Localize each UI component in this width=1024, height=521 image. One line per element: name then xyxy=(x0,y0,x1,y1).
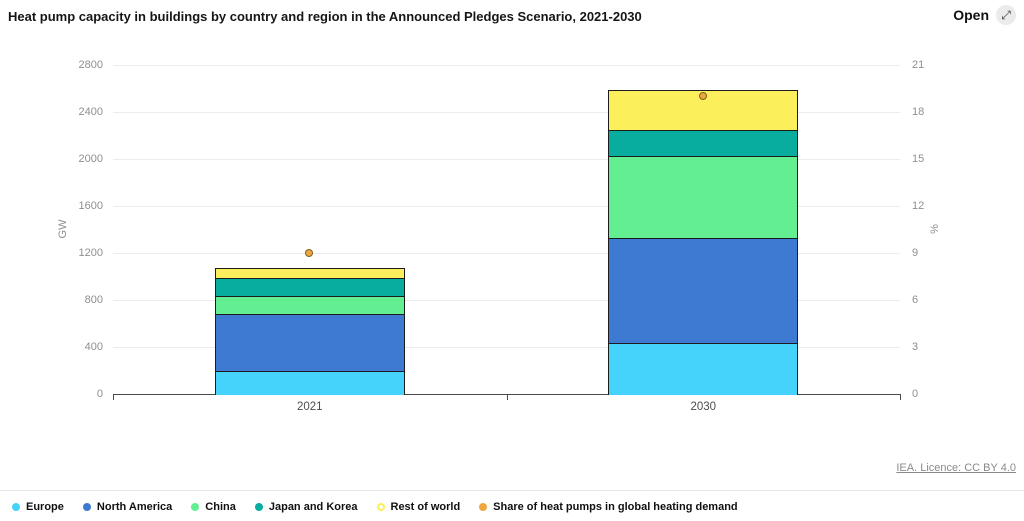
gridline xyxy=(113,65,900,66)
legend-item-japan-and-korea[interactable]: Japan and Korea xyxy=(254,501,358,513)
legend-item-china[interactable]: China xyxy=(191,501,236,513)
y2-axis-tick-label: 21 xyxy=(912,59,925,71)
gridline xyxy=(113,159,900,160)
right-axis-unit-label: % xyxy=(929,224,941,234)
chart-title: Heat pump capacity in buildings by count… xyxy=(8,9,642,24)
legend-item-rest-of-world[interactable]: Rest of world xyxy=(376,501,461,513)
bar-segment-2030-china[interactable] xyxy=(609,155,798,238)
stacked-bar-2021 xyxy=(214,268,405,395)
x-axis-tick xyxy=(113,394,114,400)
open-button[interactable]: Open ⤢ xyxy=(953,5,1016,25)
share-point-2030[interactable] xyxy=(698,91,707,100)
legend-marker-icon xyxy=(376,503,385,511)
x-axis-tick xyxy=(506,394,508,400)
legend-label: Japan and Korea xyxy=(268,501,358,513)
gridline xyxy=(113,206,900,207)
legend-marker-icon xyxy=(479,503,488,511)
y2-axis-tick-label: 12 xyxy=(912,200,925,212)
x-axis-tick xyxy=(900,394,901,400)
bar-segment-2021-rest-of-world[interactable] xyxy=(215,269,404,279)
gridline xyxy=(113,253,900,254)
y-axis-tick-label: 400 xyxy=(84,341,103,353)
bar-segment-2030-europe[interactable] xyxy=(609,342,798,395)
bar-segment-2021-north-america[interactable] xyxy=(215,314,404,371)
y2-axis-tick-label: 0 xyxy=(912,388,919,400)
legend-marker-icon xyxy=(254,503,263,511)
gridline xyxy=(113,347,900,348)
y2-axis-tick-label: 15 xyxy=(912,153,925,165)
legend-item-europe[interactable]: Europe xyxy=(12,501,64,513)
x-axis-label-2021: 2021 xyxy=(296,401,323,413)
bar-segment-2021-japan-and-korea[interactable] xyxy=(215,278,404,297)
gridline xyxy=(113,112,900,113)
y2-axis-tick-label: 6 xyxy=(912,294,919,306)
y-axis-tick-label: 800 xyxy=(84,294,103,306)
left-axis-unit-label: GW xyxy=(57,219,69,239)
legend-label: North America xyxy=(96,501,173,513)
footer-divider xyxy=(0,490,1024,491)
bar-segment-2030-north-america[interactable] xyxy=(609,237,798,343)
legend-label: Share of heat pumps in global heating de… xyxy=(493,501,738,513)
share-point-2021[interactable] xyxy=(305,248,314,257)
legend-item-share-of-heat-pumps-in-global-heating-demand[interactable]: Share of heat pumps in global heating de… xyxy=(479,501,738,513)
y-axis-tick-label: 2800 xyxy=(78,59,103,71)
y-axis-tick-label: 1600 xyxy=(78,200,103,212)
legend-marker-icon xyxy=(82,503,91,511)
y2-axis-tick-label: 18 xyxy=(912,106,925,118)
legend-label: China xyxy=(205,501,236,513)
y2-axis-tick-label: 3 xyxy=(912,341,919,353)
bar-segment-2030-japan-and-korea[interactable] xyxy=(609,130,798,156)
legend-item-north-america[interactable]: North America xyxy=(82,501,173,513)
legend: Europe North America China Japan and Korea R… xyxy=(12,501,738,513)
expand-arrows-icon[interactable]: ⤢ xyxy=(996,5,1016,25)
x-axis-label-2030: 2030 xyxy=(690,401,717,413)
licence-link[interactable]: IEA. Licence: CC BY 4.0 xyxy=(896,462,1016,474)
legend-label: Rest of world xyxy=(390,501,461,513)
bar-segment-2021-china[interactable] xyxy=(215,296,404,315)
legend-marker-icon xyxy=(191,503,200,511)
y-axis-tick-label: 2000 xyxy=(78,153,103,165)
bar-segment-2021-europe[interactable] xyxy=(215,370,404,395)
legend-label: Europe xyxy=(26,501,64,513)
y-axis-tick-label: 1200 xyxy=(78,247,103,259)
y2-axis-tick-label: 9 xyxy=(912,247,919,259)
y-axis-tick-label: 2400 xyxy=(78,106,103,118)
stacked-bar-2030 xyxy=(608,90,799,395)
gridline xyxy=(113,300,900,301)
open-button-label: Open xyxy=(953,7,989,23)
legend-marker-icon xyxy=(12,503,20,511)
y-axis-tick-label: 0 xyxy=(96,388,103,400)
